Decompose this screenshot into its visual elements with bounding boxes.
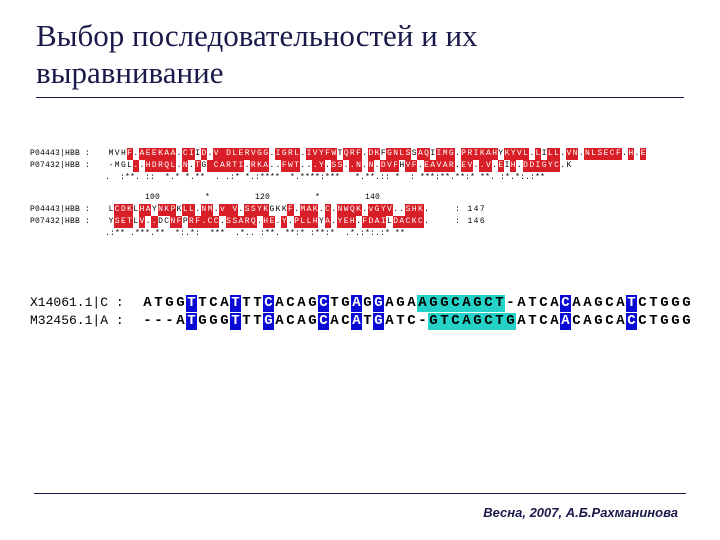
dna-seq: ATGGTTCATTTCACAGCTGAGGAGAAGGCAGCT-ATCACA… bbox=[142, 295, 692, 312]
aln-seq: LCDKLHAYNKPKLL.NM.v V.SSYKGKKF.MAK.C.NWQ… bbox=[108, 204, 485, 216]
aln-row: P04443|HBB :MVHF.AEEKAA.CIID.V DLERVGG.I… bbox=[30, 148, 692, 160]
protein-alignment: P04443|HBB :MVHF.AEEKAA.CIID.V DLERVGG.I… bbox=[30, 148, 692, 240]
aln-ruler: 100 * 120 * 140 bbox=[30, 192, 692, 204]
title-block: Выбор последовательностей и их выравнива… bbox=[28, 14, 692, 108]
aln-label: P07432|HBB : bbox=[30, 216, 108, 228]
aln-label: P04443|HBB : bbox=[30, 148, 108, 160]
dna-label: M32456.1|A : bbox=[30, 312, 142, 329]
aln-row: P07432|HBB :-MGL..HDRQL.N.TG CARTI.RKA..… bbox=[30, 160, 692, 172]
dna-row: X14061.1|C :ATGGTTCATTTCACAGCTGAGGAGAAGG… bbox=[30, 294, 692, 312]
slide-title: Выбор последовательностей и их выравнива… bbox=[36, 18, 684, 91]
aln-row: P04443|HBB :LCDKLHAYNKPKLL.NM.v V.SSYKGK… bbox=[30, 204, 692, 216]
aln-consensus: .:** .***.** *:.*: *** .*.. :**. **:* :*… bbox=[30, 228, 692, 240]
aln-seq: YSETLV..DCNFPRF.CC.SSARQ.HE.Y.PLLHYA.YEH… bbox=[108, 216, 485, 228]
dna-alignment: X14061.1|C :ATGGTTCATTTCACAGCTGAGGAGAAGG… bbox=[30, 294, 692, 330]
aln-seq: MVHF.AEEKAA.CIID.V DLERVGG.IGRL.IVYFWTQR… bbox=[108, 148, 646, 160]
aln-seq: -MGL..HDRQL.N.TG CARTI.RKA..FWT...Y.SS..… bbox=[108, 160, 572, 172]
slide: Выбор последовательностей и их выравнива… bbox=[0, 0, 720, 540]
aln-row: P07432|HBB :YSETLV..DCNFPRF.CC.SSARQ.HE.… bbox=[30, 216, 692, 228]
aln-label: P07432|HBB : bbox=[30, 160, 108, 172]
title-line-2: выравнивание bbox=[36, 55, 223, 90]
dna-label: X14061.1|C : bbox=[30, 294, 142, 311]
aln-label: P04443|HBB : bbox=[30, 204, 108, 216]
title-rule bbox=[36, 97, 684, 98]
footer-rule bbox=[34, 493, 686, 494]
aln-consensus: . :**. :: *.* *.** . .:* *.:**** *.****:… bbox=[30, 172, 692, 184]
footer-text: Весна, 2007, А.Б.Рахманинова bbox=[483, 505, 678, 520]
dna-seq: ---ATGGGTTTGACAGCACATGATC-GTCAGCTGATCAAC… bbox=[142, 313, 692, 330]
title-line-1: Выбор последовательностей и их bbox=[36, 18, 478, 53]
dna-row: M32456.1|A :---ATGGGTTTGACAGCACATGATC-GT… bbox=[30, 312, 692, 330]
